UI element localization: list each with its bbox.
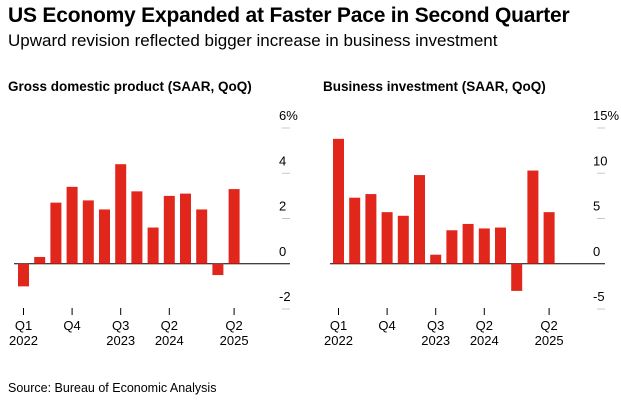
investment-x-tick-label: Q4 xyxy=(378,318,395,333)
gdp-x-tick-label: 2025 xyxy=(220,333,249,348)
gdp-x-tick-label: 2023 xyxy=(106,333,135,348)
investment-x-tick-label: 2024 xyxy=(470,333,499,348)
investment-bar-q4-2024 xyxy=(511,263,523,291)
gdp-bar-q1-2024 xyxy=(147,227,159,264)
investment-bar-q3-2023 xyxy=(430,254,442,264)
investment-x-tick-label: Q2 xyxy=(540,318,557,333)
investment-y-tick-label: 10 xyxy=(593,153,607,168)
gdp-bar-q2-2023 xyxy=(99,209,110,264)
investment-bar-q4-2022 xyxy=(381,212,393,264)
gdp-bar-q3-2024 xyxy=(180,193,191,264)
gdp-x-tick-label: 2022 xyxy=(9,333,38,348)
gdp-x-tick-label: Q1 xyxy=(15,318,32,333)
gdp-bar-q2-2025 xyxy=(228,189,240,264)
chart-title: US Economy Expanded at Faster Pace in Se… xyxy=(8,4,570,27)
investment-x-tick-label: 2025 xyxy=(535,333,564,348)
gdp-x-tick-label: Q3 xyxy=(112,318,129,333)
investment-x-tick-label: Q1 xyxy=(330,318,347,333)
investment-y-tick-label: -5 xyxy=(593,289,605,304)
investment-bar-q1-2022 xyxy=(333,138,344,264)
gdp-panel-title: Gross domestic product (SAAR, QoQ) xyxy=(8,79,252,94)
gdp-x-tick-label: Q4 xyxy=(63,318,80,333)
investment-bar-q1-2025 xyxy=(527,170,539,264)
gdp-bar-q3-2022 xyxy=(50,202,62,264)
gdp-y-tick-label: -2 xyxy=(279,289,291,304)
gdp-bar-q2-2024 xyxy=(163,195,175,264)
gdp-bar-q3-2023 xyxy=(115,164,127,264)
investment-bar-q2-2023 xyxy=(414,175,425,264)
gdp-x-tick-label: Q2 xyxy=(161,318,178,333)
investment-panel-title: Business investment (SAAR, QoQ) xyxy=(323,79,546,94)
chart-subtitle: Upward revision reflected bigger increas… xyxy=(8,31,498,50)
gdp-bar-q1-2022 xyxy=(18,263,29,287)
gdp-y-tick-label: 0 xyxy=(279,244,286,259)
gdp-bar-q4-2023 xyxy=(131,191,143,264)
source-note: Source: Bureau of Economic Analysis xyxy=(8,381,217,395)
investment-y-tick-label: 0 xyxy=(593,244,600,259)
investment-x-tick-label: 2023 xyxy=(421,333,450,348)
gdp-bar-q4-2022 xyxy=(66,186,78,264)
investment-bar-q2-2024 xyxy=(478,228,490,264)
investment-y-tick-label: 15% xyxy=(593,108,619,123)
gdp-bar-q4-2024 xyxy=(196,209,208,264)
investment-x-tick-label: Q3 xyxy=(427,318,444,333)
gdp-x-tick-label: 2024 xyxy=(155,333,184,348)
gdp-bar-q2-2022 xyxy=(34,256,46,264)
investment-bar-q1-2024 xyxy=(462,223,474,264)
gdp-y-tick-label: 6% xyxy=(279,108,298,123)
investment-bar-q3-2024 xyxy=(495,227,506,264)
investment-bar-q3-2022 xyxy=(365,194,377,264)
gdp-x-tick-label: Q2 xyxy=(225,318,242,333)
investment-bar-q4-2023 xyxy=(446,230,458,264)
investment-x-tick-label: 2022 xyxy=(324,333,353,348)
gdp-y-tick-label: 4 xyxy=(279,153,286,168)
gdp-bar-q1-2025 xyxy=(212,263,224,276)
investment-bar-q2-2025 xyxy=(543,212,555,264)
investment-x-tick-label: Q2 xyxy=(476,318,493,333)
gdp-bar-q1-2023 xyxy=(82,200,94,264)
investment-bar-q2-2022 xyxy=(349,197,361,264)
investment-bar-q1-2023 xyxy=(397,215,409,264)
investment-y-tick-label: 5 xyxy=(593,199,600,214)
gdp-y-tick-label: 2 xyxy=(279,199,286,214)
